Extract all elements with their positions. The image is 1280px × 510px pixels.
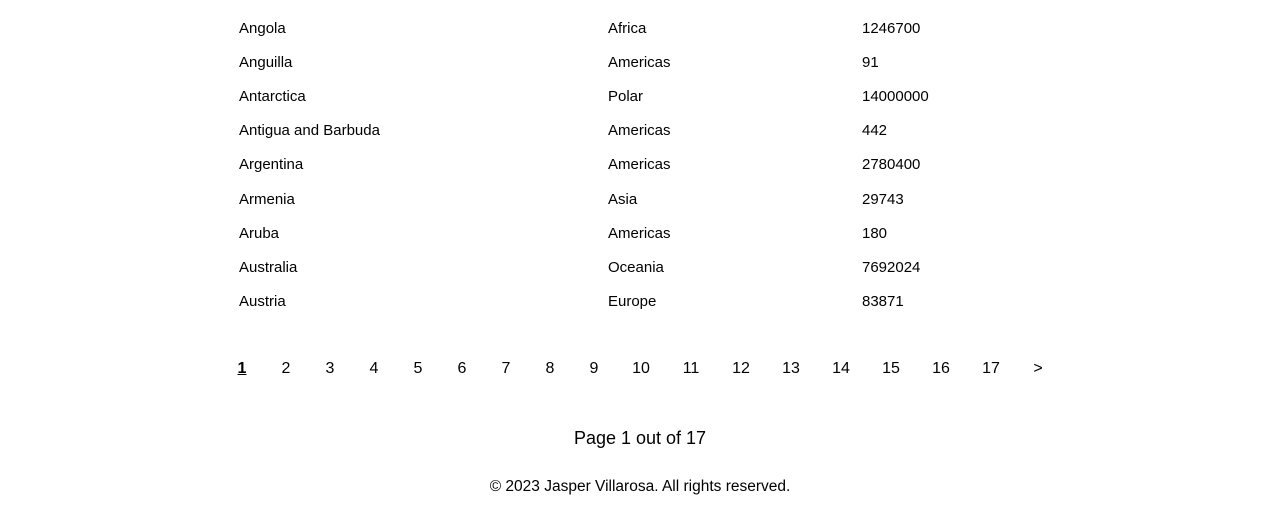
- page-link-12[interactable]: 12: [732, 360, 750, 377]
- table-row: Argentina Americas 2780400: [239, 148, 1039, 182]
- pagination: 1 2 3 4 5 6 7 8 9 10 11 12 13 14 15 16 17 >: [0, 360, 1280, 378]
- table-row: Antigua and Barbuda Americas 442: [239, 114, 1039, 148]
- country-name: Antarctica: [239, 87, 306, 105]
- page-link-8[interactable]: 8: [545, 360, 555, 377]
- footer-copyright: © 2023 Jasper Villarosa. All rights rese…: [489, 478, 791, 495]
- country-table: Angola Africa 1246700 Anguilla Americas …: [239, 11, 1039, 319]
- table-row: Antarctica Polar 14000000: [239, 79, 1039, 113]
- table-row: Anguilla Americas 91: [239, 45, 1039, 79]
- country-region: Americas: [608, 53, 671, 71]
- page-link-9[interactable]: 9: [589, 360, 599, 377]
- page-info: Page 1 out of 17: [573, 428, 707, 448]
- country-area: 1246700: [862, 19, 921, 37]
- table-row: Aruba Americas 180: [239, 216, 1039, 250]
- next-page-button[interactable]: >: [1033, 360, 1043, 377]
- country-name: Australia: [239, 258, 298, 276]
- page-link-11[interactable]: 11: [682, 360, 700, 377]
- table-row: Armenia Asia 29743: [239, 182, 1039, 216]
- page-link-17[interactable]: 17: [982, 360, 1000, 377]
- page-link-13[interactable]: 13: [782, 360, 800, 377]
- country-name: Aruba: [239, 224, 280, 242]
- country-name: Angola: [239, 19, 286, 37]
- page-link-16[interactable]: 16: [932, 360, 950, 377]
- country-name: Anguilla: [239, 53, 293, 71]
- country-area: 7692024: [862, 258, 921, 276]
- country-name: Antigua and Barbuda: [239, 122, 380, 140]
- country-region: Asia: [608, 190, 638, 208]
- country-area: 180: [862, 224, 888, 242]
- country-name: Austria: [239, 293, 286, 311]
- country-region: Polar: [608, 87, 644, 105]
- page-link-4[interactable]: 4: [369, 360, 379, 377]
- country-region: Africa: [608, 19, 647, 37]
- country-area: 2780400: [862, 156, 921, 174]
- page-link-1[interactable]: 1: [237, 360, 247, 377]
- country-area: 442: [862, 122, 888, 140]
- page-link-2[interactable]: 2: [281, 360, 291, 377]
- country-area: 83871: [862, 293, 904, 311]
- page-link-3[interactable]: 3: [325, 360, 335, 377]
- country-region: Americas: [608, 156, 671, 174]
- table-row: Australia Oceania 7692024: [239, 250, 1039, 284]
- country-region: Oceania: [608, 258, 664, 276]
- country-name: Armenia: [239, 190, 295, 208]
- country-name: Argentina: [239, 156, 304, 174]
- country-area: 14000000: [862, 87, 929, 105]
- page-link-7[interactable]: 7: [501, 360, 511, 377]
- country-area: 91: [862, 53, 879, 71]
- table-row: Austria Europe 83871: [239, 285, 1039, 319]
- country-region: Europe: [608, 293, 657, 311]
- table-row: Angola Africa 1246700: [239, 11, 1039, 45]
- country-region: Americas: [608, 122, 671, 140]
- page-link-6[interactable]: 6: [457, 360, 467, 377]
- page-link-5[interactable]: 5: [413, 360, 423, 377]
- page-link-15[interactable]: 15: [882, 360, 900, 377]
- country-area: 29743: [862, 190, 904, 208]
- page-link-14[interactable]: 14: [832, 360, 850, 377]
- country-region: Americas: [608, 224, 671, 242]
- page-link-10[interactable]: 10: [632, 360, 650, 377]
